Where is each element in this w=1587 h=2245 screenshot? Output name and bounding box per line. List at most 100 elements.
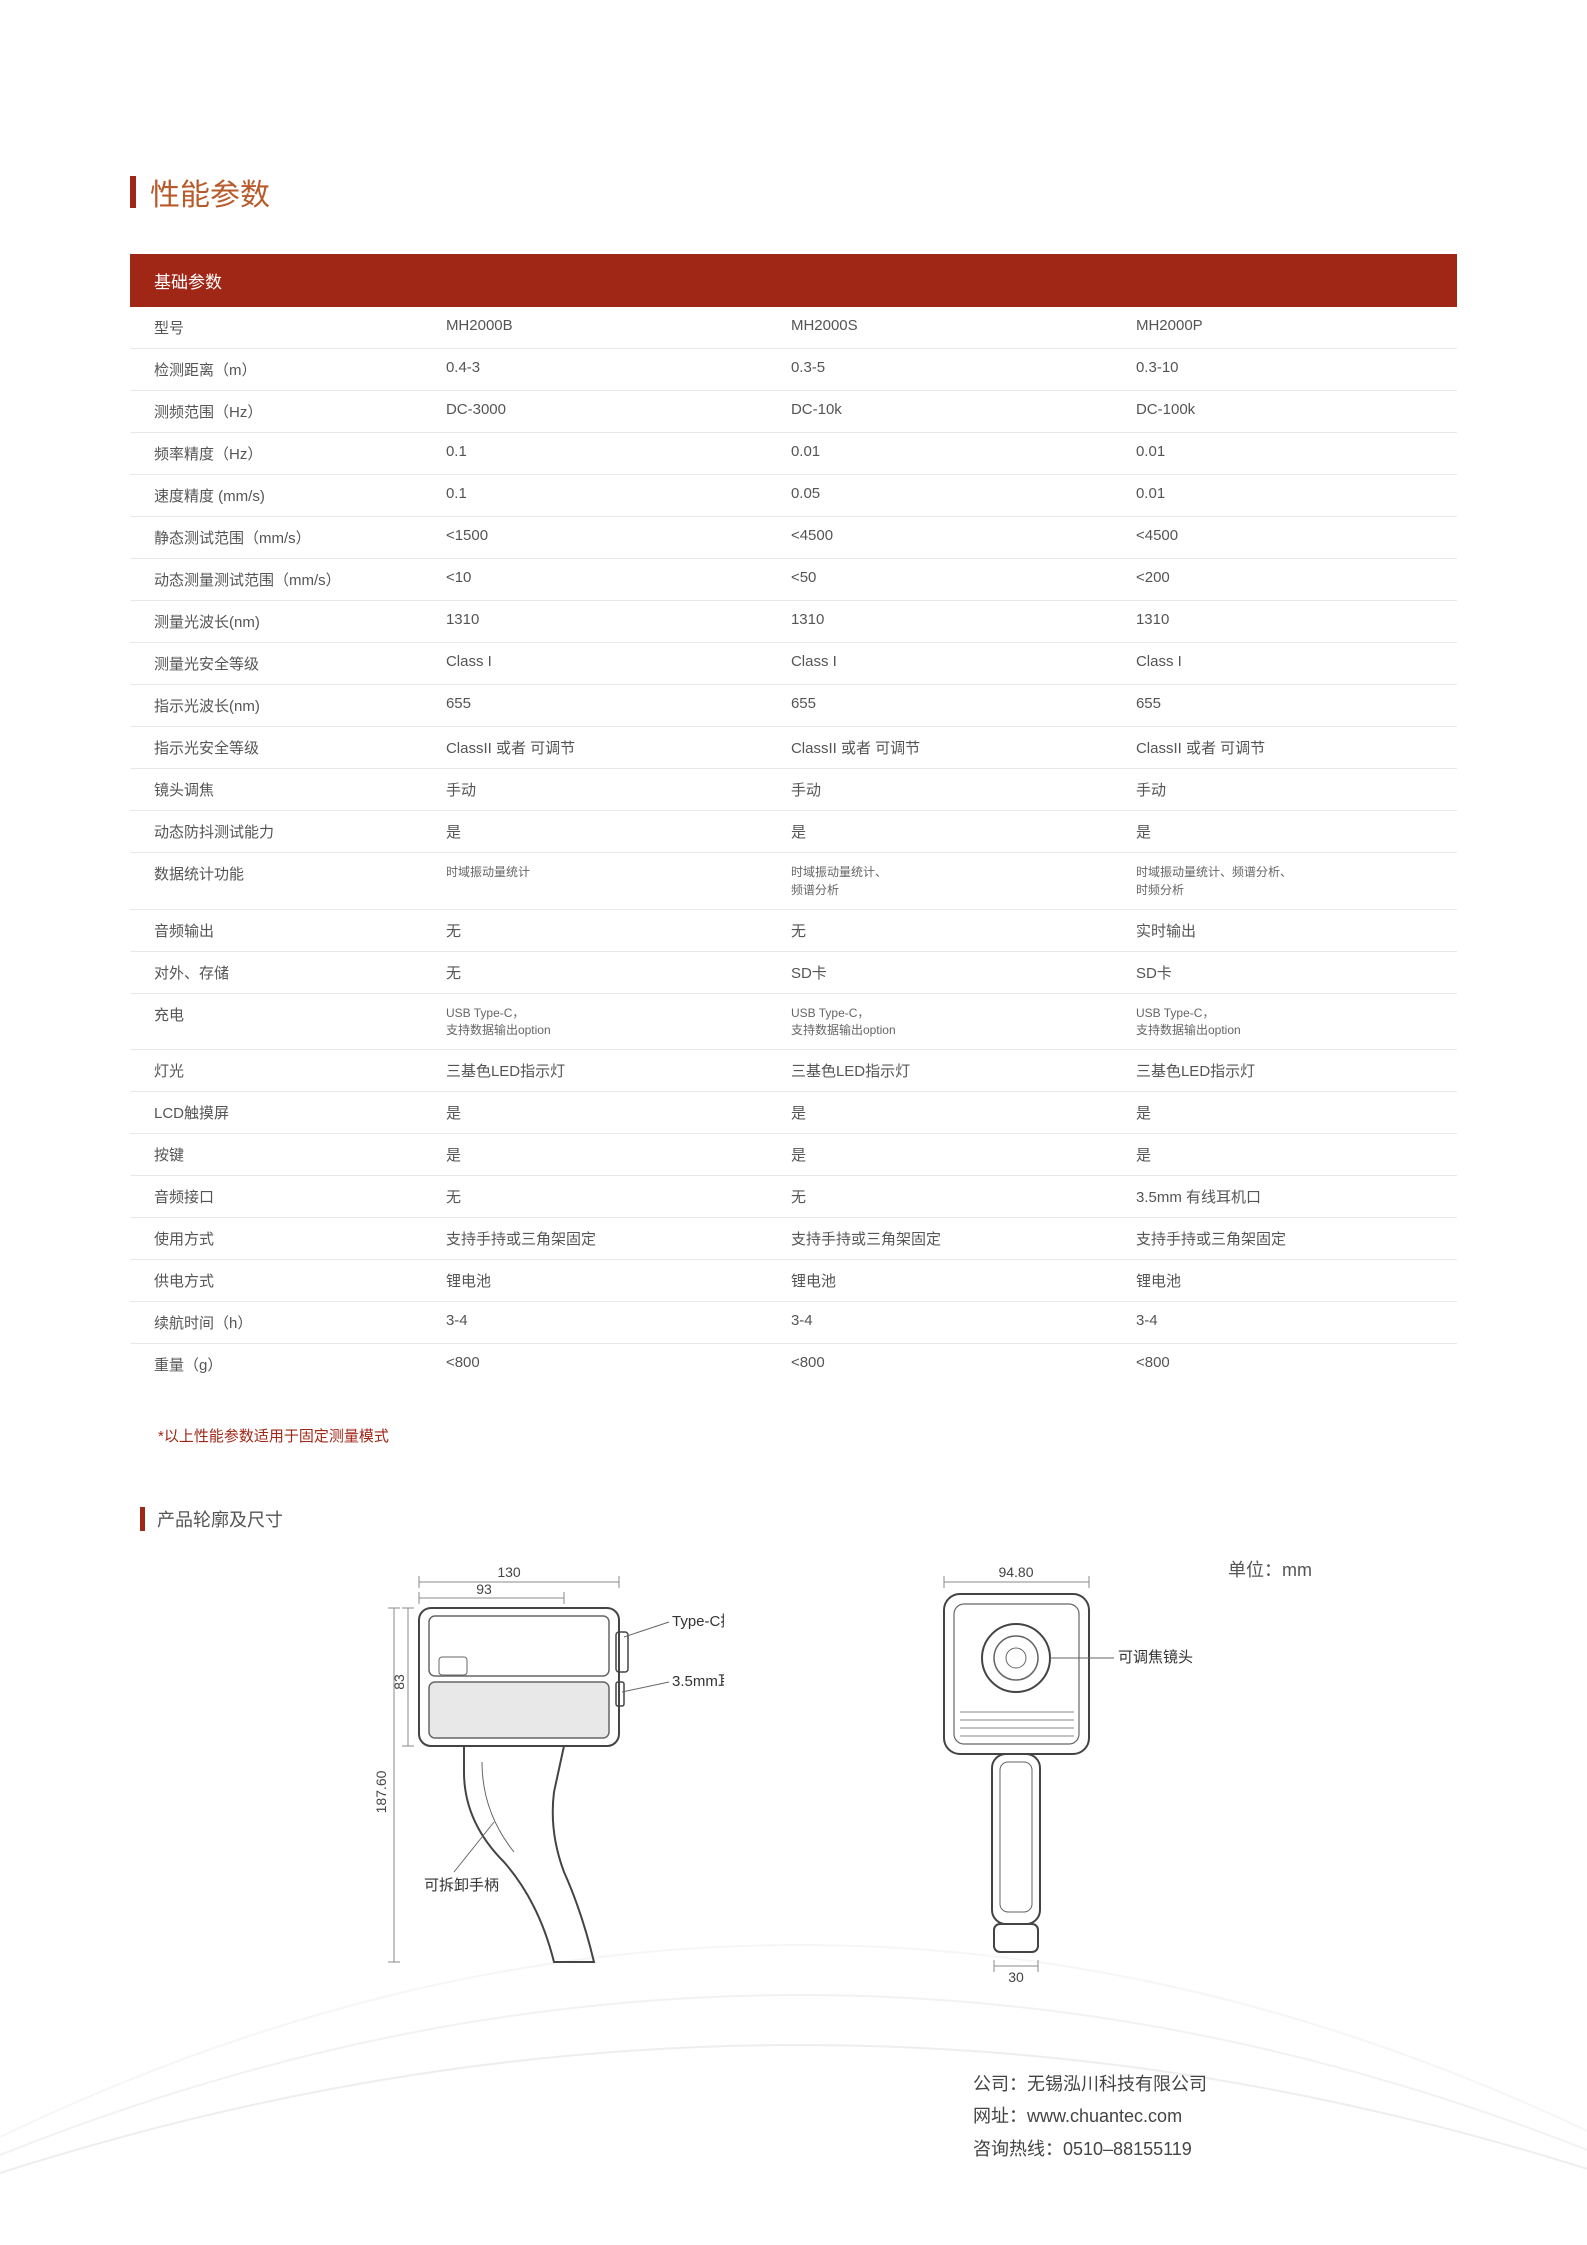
- table-cell: 充电: [130, 993, 422, 1050]
- table-cell: 三基色LED指示灯: [422, 1050, 767, 1092]
- table-cell: 655: [422, 685, 767, 727]
- callout-lens: 可调焦镜头: [1118, 1648, 1193, 1666]
- table-row: 续航时间（h）3-43-43-4: [130, 1302, 1457, 1344]
- section-title: 性能参数: [130, 170, 1457, 214]
- spec-header-cell: 基础参数: [130, 254, 1457, 307]
- table-cell: 无: [422, 1176, 767, 1218]
- table-row: 对外、存储无SD卡SD卡: [130, 951, 1457, 993]
- table-cell: 1310: [422, 601, 767, 643]
- table-cell: MH2000S: [767, 307, 1112, 349]
- table-cell: 3.5mm 有线耳机口: [1112, 1176, 1457, 1218]
- table-cell: <1500: [422, 517, 767, 559]
- table-cell: Class I: [1112, 643, 1457, 685]
- table-row: 灯光三基色LED指示灯三基色LED指示灯三基色LED指示灯: [130, 1050, 1457, 1092]
- table-row: 测量光波长(nm)131013101310: [130, 601, 1457, 643]
- table-cell: Class I: [422, 643, 767, 685]
- footer-company-label: 公司：: [973, 2074, 1027, 2094]
- table-cell: 使用方式: [130, 1218, 422, 1260]
- table-cell: 重量（g）: [130, 1344, 422, 1386]
- footnote: *以上性能参数适用于固定测量模式: [158, 1425, 1457, 1446]
- table-cell: 是: [1112, 1134, 1457, 1176]
- table-cell: 0.01: [1112, 433, 1457, 475]
- footer-url-value: www.chuantec.com: [1027, 2106, 1182, 2126]
- table-row: 测量光安全等级Class IClass IClass I: [130, 643, 1457, 685]
- sub-accent-bar: [140, 1507, 145, 1531]
- diagram-side-view: 130 93 Type-C接口: [364, 1562, 724, 2002]
- table-cell: 检测距离（m）: [130, 349, 422, 391]
- table-cell: 655: [767, 685, 1112, 727]
- table-row: 动态防抖测试能力是是是: [130, 811, 1457, 853]
- unit-label: 单位：mm: [1228, 1556, 1312, 1582]
- footer-company: 公司：无锡泓川科技有限公司: [973, 2068, 1207, 2100]
- footer: 公司：无锡泓川科技有限公司 网址：www.chuantec.com 咨询热线：0…: [973, 2068, 1207, 2165]
- table-cell: 锂电池: [767, 1260, 1112, 1302]
- table-cell: 3-4: [1112, 1302, 1457, 1344]
- table-cell: 0.1: [422, 475, 767, 517]
- table-cell: <4500: [767, 517, 1112, 559]
- table-cell: 是: [1112, 811, 1457, 853]
- dim-93: 93: [476, 1581, 492, 1597]
- table-row: 充电USB Type-C， 支持数据输出optionUSB Type-C， 支持…: [130, 993, 1457, 1050]
- table-cell: DC-10k: [767, 391, 1112, 433]
- callout-jack: 3.5mm耳机孔: [672, 1673, 724, 1690]
- table-cell: 1310: [1112, 601, 1457, 643]
- table-cell: 动态测量测试范围（mm/s）: [130, 559, 422, 601]
- table-cell: 按键: [130, 1134, 422, 1176]
- table-cell: 音频输出: [130, 909, 422, 951]
- spec-table-header: 基础参数: [130, 254, 1457, 307]
- title-accent-bar: [130, 176, 136, 208]
- table-cell: 三基色LED指示灯: [767, 1050, 1112, 1092]
- table-cell: 频率精度（Hz）: [130, 433, 422, 475]
- table-cell: 是: [1112, 1092, 1457, 1134]
- table-cell: 支持手持或三角架固定: [767, 1218, 1112, 1260]
- table-cell: 是: [422, 811, 767, 853]
- table-row: LCD触摸屏是是是: [130, 1092, 1457, 1134]
- diagram-front-view: 94.80: [904, 1562, 1224, 2002]
- table-cell: 数据统计功能: [130, 853, 422, 910]
- table-row: 按键是是是: [130, 1134, 1457, 1176]
- dim-9480: 94.80: [998, 1564, 1033, 1580]
- table-cell: 0.01: [767, 433, 1112, 475]
- table-cell: 供电方式: [130, 1260, 422, 1302]
- table-cell: DC-100k: [1112, 391, 1457, 433]
- table-cell: 型号: [130, 307, 422, 349]
- table-cell: 续航时间（h）: [130, 1302, 422, 1344]
- table-cell: 0.3-5: [767, 349, 1112, 391]
- table-cell: 3-4: [767, 1302, 1112, 1344]
- table-row: 重量（g）<800<800<800: [130, 1344, 1457, 1386]
- table-cell: 指示光波长(nm): [130, 685, 422, 727]
- table-cell: 支持手持或三角架固定: [422, 1218, 767, 1260]
- table-cell: MH2000B: [422, 307, 767, 349]
- table-cell: SD卡: [767, 951, 1112, 993]
- table-row: 指示光安全等级ClassII 或者 可调节ClassII 或者 可调节Class…: [130, 727, 1457, 769]
- table-row: 供电方式锂电池锂电池锂电池: [130, 1260, 1457, 1302]
- footer-url-label: 网址：: [973, 2106, 1027, 2126]
- table-cell: 测频范围（Hz）: [130, 391, 422, 433]
- table-row: 检测距离（m）0.4-30.3-50.3-10: [130, 349, 1457, 391]
- table-cell: 测量光波长(nm): [130, 601, 422, 643]
- callout-handle: 可拆卸手柄: [424, 1877, 499, 1894]
- table-cell: 时域振动量统计、频谱分析、 时频分析: [1112, 853, 1457, 910]
- dim-18760: 187.60: [373, 1771, 389, 1814]
- table-row: 使用方式支持手持或三角架固定支持手持或三角架固定支持手持或三角架固定: [130, 1218, 1457, 1260]
- table-cell: MH2000P: [1112, 307, 1457, 349]
- table-cell: 是: [767, 1134, 1112, 1176]
- table-cell: LCD触摸屏: [130, 1092, 422, 1134]
- table-cell: 0.05: [767, 475, 1112, 517]
- table-cell: DC-3000: [422, 391, 767, 433]
- table-row: 指示光波长(nm)655655655: [130, 685, 1457, 727]
- table-cell: <800: [1112, 1344, 1457, 1386]
- sub-section-title: 产品轮廓及尺寸: [140, 1506, 1457, 1532]
- table-cell: <50: [767, 559, 1112, 601]
- dim-130: 130: [497, 1564, 521, 1580]
- table-cell: SD卡: [1112, 951, 1457, 993]
- table-cell: 无: [422, 909, 767, 951]
- footer-url: 网址：www.chuantec.com: [973, 2100, 1207, 2132]
- table-row: 音频接口无无3.5mm 有线耳机口: [130, 1176, 1457, 1218]
- table-row: 静态测试范围（mm/s）<1500<4500<4500: [130, 517, 1457, 559]
- table-cell: 手动: [767, 769, 1112, 811]
- table-cell: 指示光安全等级: [130, 727, 422, 769]
- footer-company-value: 无锡泓川科技有限公司: [1027, 2074, 1207, 2094]
- table-cell: ClassII 或者 可调节: [767, 727, 1112, 769]
- table-row: 频率精度（Hz）0.10.010.01: [130, 433, 1457, 475]
